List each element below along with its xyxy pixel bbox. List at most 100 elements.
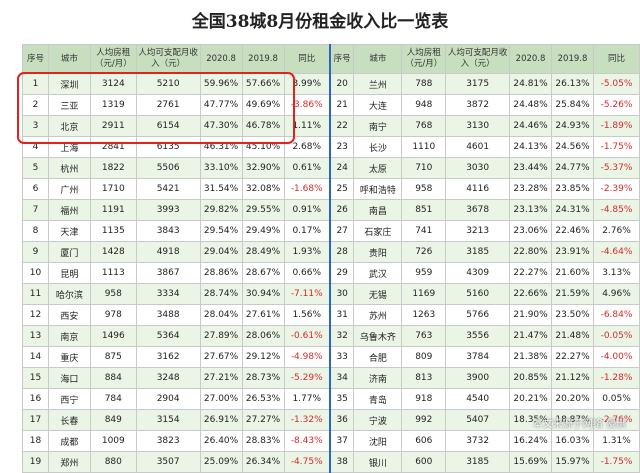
table-cell: 26	[329, 199, 355, 221]
table-cell: 1428	[89, 241, 137, 263]
table-cell: 5506	[135, 157, 201, 179]
table-cell: 875	[89, 346, 137, 368]
table-cell: 25.84%	[551, 94, 594, 116]
table-cell: 28.74%	[199, 283, 243, 305]
table-row: 10 昆明 1113 3867 28.86% 28.67% 0.66% 29 武汉 959 4309…	[22, 262, 640, 284]
table-cell: 16	[22, 388, 49, 410]
table-cell: 1.31%	[593, 430, 640, 452]
table-cell: -4.00%	[593, 346, 640, 368]
table-cell: 3124	[89, 73, 137, 95]
table-cell: 30	[329, 283, 355, 305]
table-cell: 21	[329, 94, 355, 116]
table-cell: 1.56%	[283, 304, 331, 326]
table-cell: 726	[401, 241, 447, 263]
table-cell: 13	[22, 325, 49, 347]
table-cell: 24.48%	[509, 94, 553, 116]
table-cell: 贵阳	[353, 241, 403, 263]
table-cell: -6.84%	[593, 304, 640, 326]
table-cell: -2.76%	[593, 409, 640, 431]
table-cell: 28.49%	[241, 241, 285, 263]
table-cell: 14	[22, 346, 49, 368]
table-cell: 28.86%	[199, 262, 243, 284]
table-cell: 28.73%	[241, 367, 285, 389]
table-cell: 29.82%	[199, 199, 243, 221]
header-cell: 2019.8	[241, 44, 285, 74]
table-cell: 3213	[445, 220, 511, 242]
table-cell: 兰州	[353, 73, 403, 95]
table-cell: -5.26%	[593, 94, 640, 116]
table-cell: 济南	[353, 367, 403, 389]
table-cell: 3130	[445, 115, 511, 137]
table-cell: 2	[22, 94, 49, 116]
table-cell: 1496	[89, 325, 137, 347]
table-cell: 23.91%	[551, 241, 594, 263]
header-cell: 序号	[22, 44, 49, 74]
table-cell: -1.28%	[593, 367, 640, 389]
table-cell: 24.31%	[551, 199, 594, 221]
table-cell: 3154	[135, 409, 201, 431]
table-cell: 606	[401, 430, 447, 452]
table-cell: 22.27%	[551, 346, 594, 368]
table-cell: 27	[329, 220, 355, 242]
table-cell: 3993	[135, 199, 201, 221]
table-cell: 4540	[445, 388, 511, 410]
table-cell: 788	[401, 73, 447, 95]
table-cell: 5364	[135, 325, 201, 347]
table-cell: 600	[401, 451, 447, 473]
table-cell: 26.13%	[551, 73, 594, 95]
table-cell: 1.77%	[283, 388, 331, 410]
table-cell: 25	[329, 178, 355, 200]
header-cell: 人均可支配月收入（元）	[135, 44, 201, 74]
table-cell: 851	[401, 199, 447, 221]
table-cell: 34	[329, 367, 355, 389]
table-cell: 26.53%	[241, 388, 285, 410]
table-cell: 1	[22, 73, 49, 95]
table-cell: 22.46%	[551, 220, 594, 242]
table-cell: 沈阳	[353, 430, 403, 452]
table-cell: 18.35%	[509, 409, 553, 431]
table-cell: 23.28%	[509, 178, 553, 200]
table-row: 13 南京 1496 5364 27.89% 28.06% -0.61% 32 乌鲁木齐 763 3…	[22, 325, 640, 347]
table-row: 9 厦门 1428 4918 29.04% 28.49% 1.93% 28 贵阳 726 3185 2…	[22, 241, 640, 263]
table-cell: 三亚	[47, 94, 91, 116]
table-cell: 1135	[89, 220, 137, 242]
table-cell: 哈尔滨	[47, 283, 91, 305]
table-cell: 3556	[445, 325, 511, 347]
rent-income-table: 序号 城市 人均房租（元/月） 人均可支配月收入（元） 2020.8 2019.…	[22, 44, 640, 473]
table-cell: 21.90%	[509, 304, 553, 326]
table-cell: 29.49%	[241, 220, 285, 242]
table-cell: 2.76%	[593, 220, 640, 242]
table-cell: 青岛	[353, 388, 403, 410]
table-cell: 1.11%	[283, 115, 331, 137]
table-cell: 6154	[135, 115, 201, 137]
table-cell: 28.83%	[241, 430, 285, 452]
table-cell: 3900	[445, 367, 511, 389]
table-cell: 武汉	[353, 262, 403, 284]
table-cell: 23.50%	[551, 304, 594, 326]
table-cell: 21.60%	[551, 262, 594, 284]
table-cell: 37	[329, 430, 355, 452]
table-cell: 24.56%	[551, 136, 594, 158]
header-cell: 人均房租（元/月）	[89, 44, 137, 74]
table-cell: 3823	[135, 430, 201, 452]
table-cell: 1191	[89, 199, 137, 221]
table-cell: 849	[89, 409, 137, 431]
table-cell: 32.08%	[241, 178, 285, 200]
table-cell: 28.04%	[199, 304, 243, 326]
table-cell: 21.48%	[551, 325, 594, 347]
table-row: 18 成都 1009 3823 26.40% 28.83% -8.43% 37 沈阳 606 373…	[22, 430, 640, 452]
table-cell: -5.05%	[593, 73, 640, 95]
table-cell: 768	[401, 115, 447, 137]
table-cell: 27.89%	[199, 325, 243, 347]
table-cell: 1113	[89, 262, 137, 284]
table-cell: -4.85%	[593, 199, 640, 221]
table-cell: 2904	[135, 388, 201, 410]
table-cell: -3.86%	[283, 94, 331, 116]
table-cell: 0.17%	[283, 220, 331, 242]
table-cell: 31	[329, 304, 355, 326]
table-cell: 24.13%	[509, 136, 553, 158]
table-cell: 27.67%	[199, 346, 243, 368]
table-cell: 18	[22, 430, 49, 452]
table-cell: 813	[401, 367, 447, 389]
table-cell: 1822	[89, 157, 137, 179]
